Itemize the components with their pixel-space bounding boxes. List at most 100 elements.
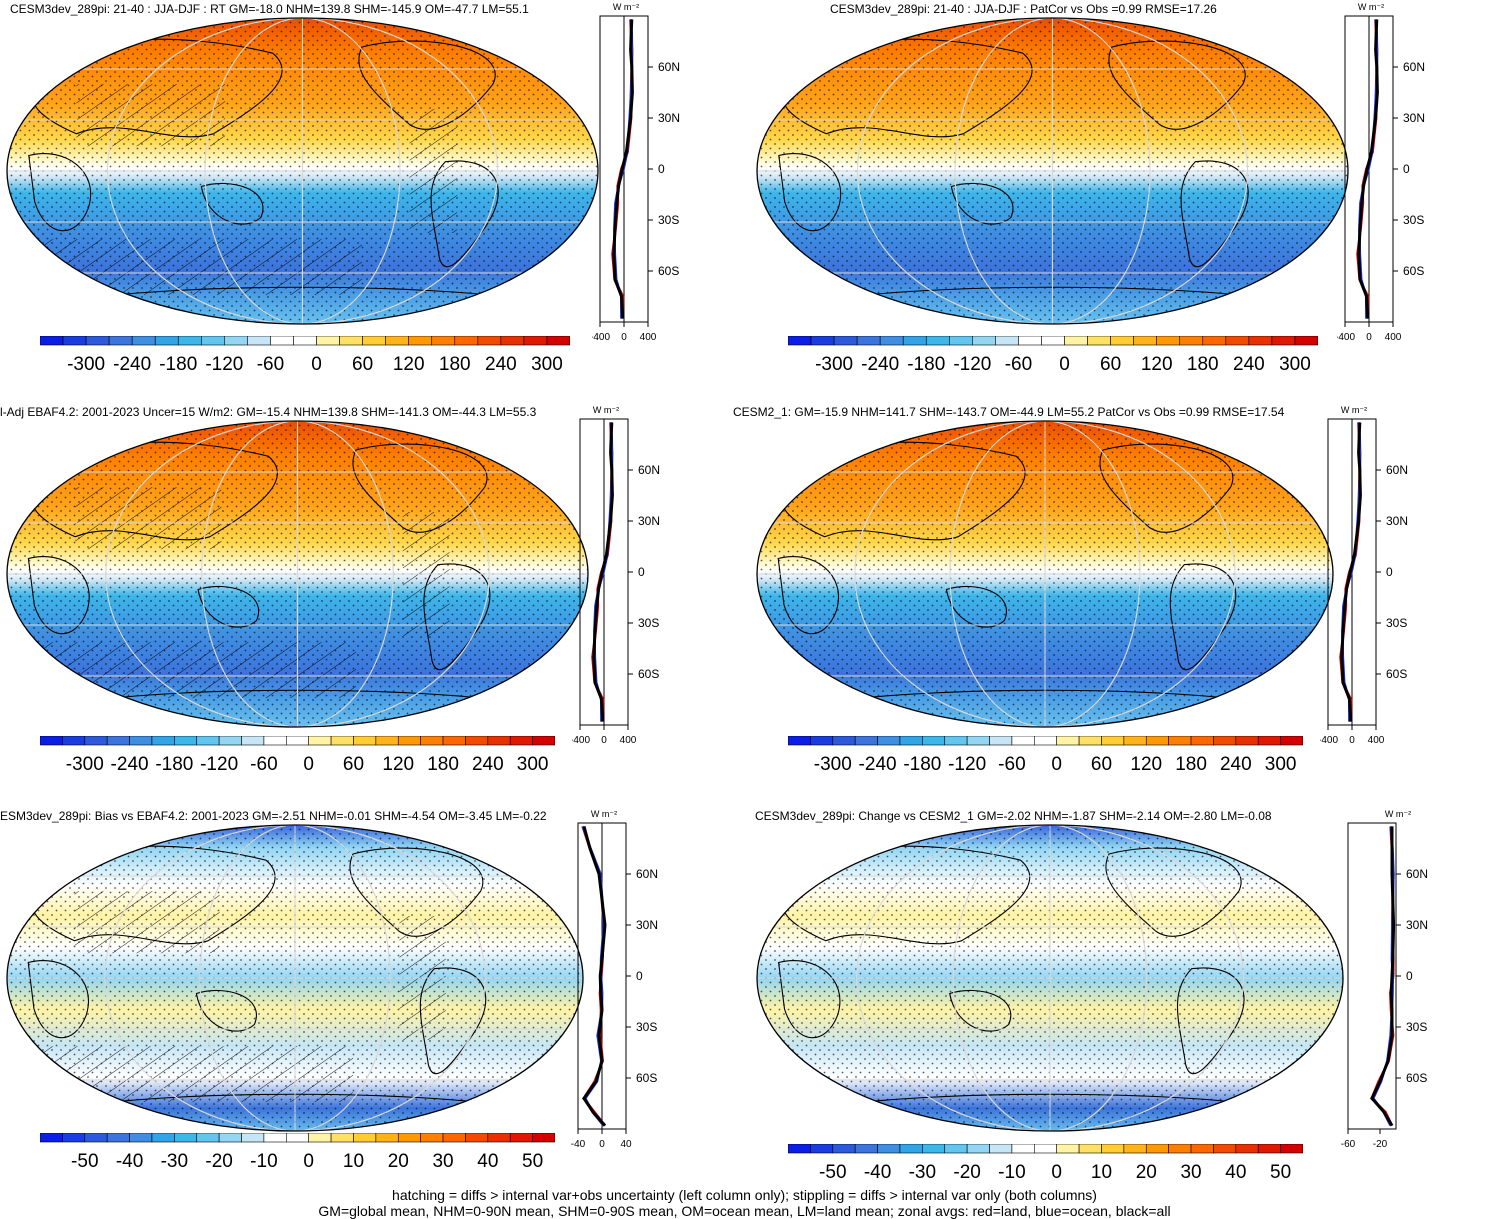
colorbar-tick-label: -40 (116, 1151, 143, 1172)
colorbar-swatch (330, 736, 354, 746)
coastline (28, 153, 91, 232)
colorbar-tick-label: -180 (159, 354, 197, 375)
map-border (6, 17, 599, 325)
colorbar-swatch (1168, 736, 1192, 746)
coastline (778, 153, 841, 232)
colorbar-swatch (877, 736, 901, 746)
zonal-mean-plot: W m⁻² 60N 30N 0 30S 60S -60 -20 (1341, 809, 1428, 1150)
colorbar-tick-label: 120 (393, 354, 425, 375)
map-border (756, 420, 1334, 728)
colorbar-swatch (308, 736, 332, 746)
colorbar-swatch (1294, 336, 1318, 346)
units-label: W m⁻² (1358, 2, 1384, 12)
colorbar-swatch (788, 336, 812, 346)
colorbar-swatch (922, 1144, 946, 1154)
lat-tick-label: 30S (1406, 1020, 1427, 1034)
panel-title: CESM2_1: GM=-15.9 NHM=141.7 SHM=-143.7 O… (733, 405, 1285, 419)
colorbar-swatch (431, 336, 456, 346)
hatching (7, 642, 356, 698)
colorbar-swatch (151, 1133, 175, 1143)
panel-6: CESM3dev_289pi: Change vs CESM2_1 GM=-2.… (745, 807, 1489, 1183)
colorbar: -300 -240 -180 -120 -60 0 60 120 180 240 300 (788, 336, 1318, 375)
colorbar-tick-label: 50 (1270, 1162, 1291, 1183)
x-tick-label: -400 (592, 332, 610, 343)
colorbar-swatch (40, 336, 64, 346)
colorbar-swatch (854, 1144, 878, 1154)
x-tick-label: 40 (620, 1139, 632, 1150)
colorbar-swatch (854, 736, 878, 746)
colorbar-tick-label: 60 (1100, 354, 1121, 375)
colorbar-swatch (523, 336, 548, 346)
colorbar-swatch (788, 736, 811, 746)
colorbar-tick-label: 240 (485, 354, 517, 375)
colorbar-swatch (487, 736, 511, 746)
colorbar-tick-label: -20 (953, 1162, 980, 1183)
colorbar-swatch (949, 336, 973, 346)
panel-4: CESM2_1: GM=-15.9 NHM=141.7 SHM=-143.7 O… (733, 403, 1489, 788)
colorbar-swatch (1011, 1144, 1035, 1154)
colorbar-tick-label: 240 (472, 754, 504, 775)
colorbar-swatch (293, 336, 317, 346)
coastline (1105, 847, 1242, 937)
colorbar-tick-label: 60 (352, 354, 373, 375)
coastline (777, 960, 841, 1039)
colorbar-swatch (129, 1133, 153, 1143)
colorbar: -50 -40 -30 -20 -10 0 10 20 30 40 50 (788, 1144, 1303, 1183)
colorbar-tick-label: -120 (948, 754, 986, 775)
units-label: W m⁻² (1341, 405, 1367, 415)
colorbar-tick-label: -30 (161, 1151, 188, 1172)
colorbar-swatch (1145, 1144, 1169, 1154)
colorbar-swatch (833, 336, 858, 346)
colorbar-swatch (84, 1133, 108, 1143)
colorbar-swatch (196, 1133, 220, 1143)
colorbar-tick-label: 20 (388, 1151, 409, 1172)
panel-2: CESM3dev_289pi: 21-40 : JJA-DJF : PatCor… (745, 0, 1489, 385)
lat-tick-label: 0 (638, 565, 645, 579)
world-map (6, 420, 589, 728)
world-map (756, 420, 1334, 728)
colorbar-swatch (442, 736, 466, 746)
colorbar-swatch (1280, 1144, 1303, 1154)
coastline (423, 563, 491, 671)
panel-title: l-Adj EBAF4.2: 2001-2023 Uncer=15 W/m2: … (0, 405, 537, 419)
colorbar-swatch (532, 736, 555, 746)
colorbar-swatch (899, 736, 923, 746)
x-tick-label: 0 (599, 1139, 605, 1150)
colorbar-swatch (1018, 336, 1042, 346)
zonal-mean-plot: W m⁻² 60N 30N 0 30S 60S -400 0 400 (1337, 2, 1425, 343)
lat-tick-label: 0 (1403, 162, 1410, 176)
colorbar-swatch (174, 1133, 198, 1143)
colorbar-tick-label: 0 (1051, 1162, 1062, 1183)
coastline (200, 182, 264, 225)
colorbar-tick-label: -10 (998, 1162, 1025, 1183)
colorbar-swatch (899, 1144, 923, 1154)
units-label: W m⁻² (591, 809, 617, 819)
colorbar-swatch (1034, 736, 1057, 746)
colorbar-swatch (922, 736, 946, 746)
colorbar-tick-label: -240 (859, 754, 897, 775)
lat-tick-label: 60S (1406, 1071, 1427, 1085)
footer-note: hatching = diffs > internal var+obs unce… (0, 1187, 1489, 1219)
colorbar-swatch (385, 336, 409, 346)
colorbar-swatch (944, 736, 968, 746)
colorbar-tick-label: 10 (343, 1151, 364, 1172)
zonal-mean-plot: W m⁻² 60N 30N 0 30S 60S -400 0 400 (1320, 405, 1408, 746)
colorbar-tick-label: -60 (257, 354, 284, 375)
colorbar-tick-label: -120 (953, 354, 991, 375)
map-border (756, 824, 1344, 1132)
colorbar-tick-label: -300 (66, 754, 104, 775)
colorbar-swatch (270, 336, 294, 346)
colorbar-swatch (1101, 736, 1125, 746)
colorbar-tick-label: -300 (814, 754, 852, 775)
colorbar-swatch (129, 736, 153, 746)
panel-title: ESM3dev_289pi: Bias vs EBAF4.2: 2001-202… (0, 809, 547, 823)
colorbar-swatch (500, 336, 525, 346)
colorbar-tick-label: 120 (1141, 354, 1173, 375)
coastline (27, 960, 89, 1039)
colorbar-swatch (532, 1133, 555, 1143)
colorbar-tick-label: -300 (67, 354, 105, 375)
colorbar-tick-label: 120 (382, 754, 414, 775)
colorbar-tick-label: 240 (1233, 354, 1265, 375)
colorbar-swatch (832, 1144, 856, 1154)
colorbar-swatch (330, 1133, 354, 1143)
